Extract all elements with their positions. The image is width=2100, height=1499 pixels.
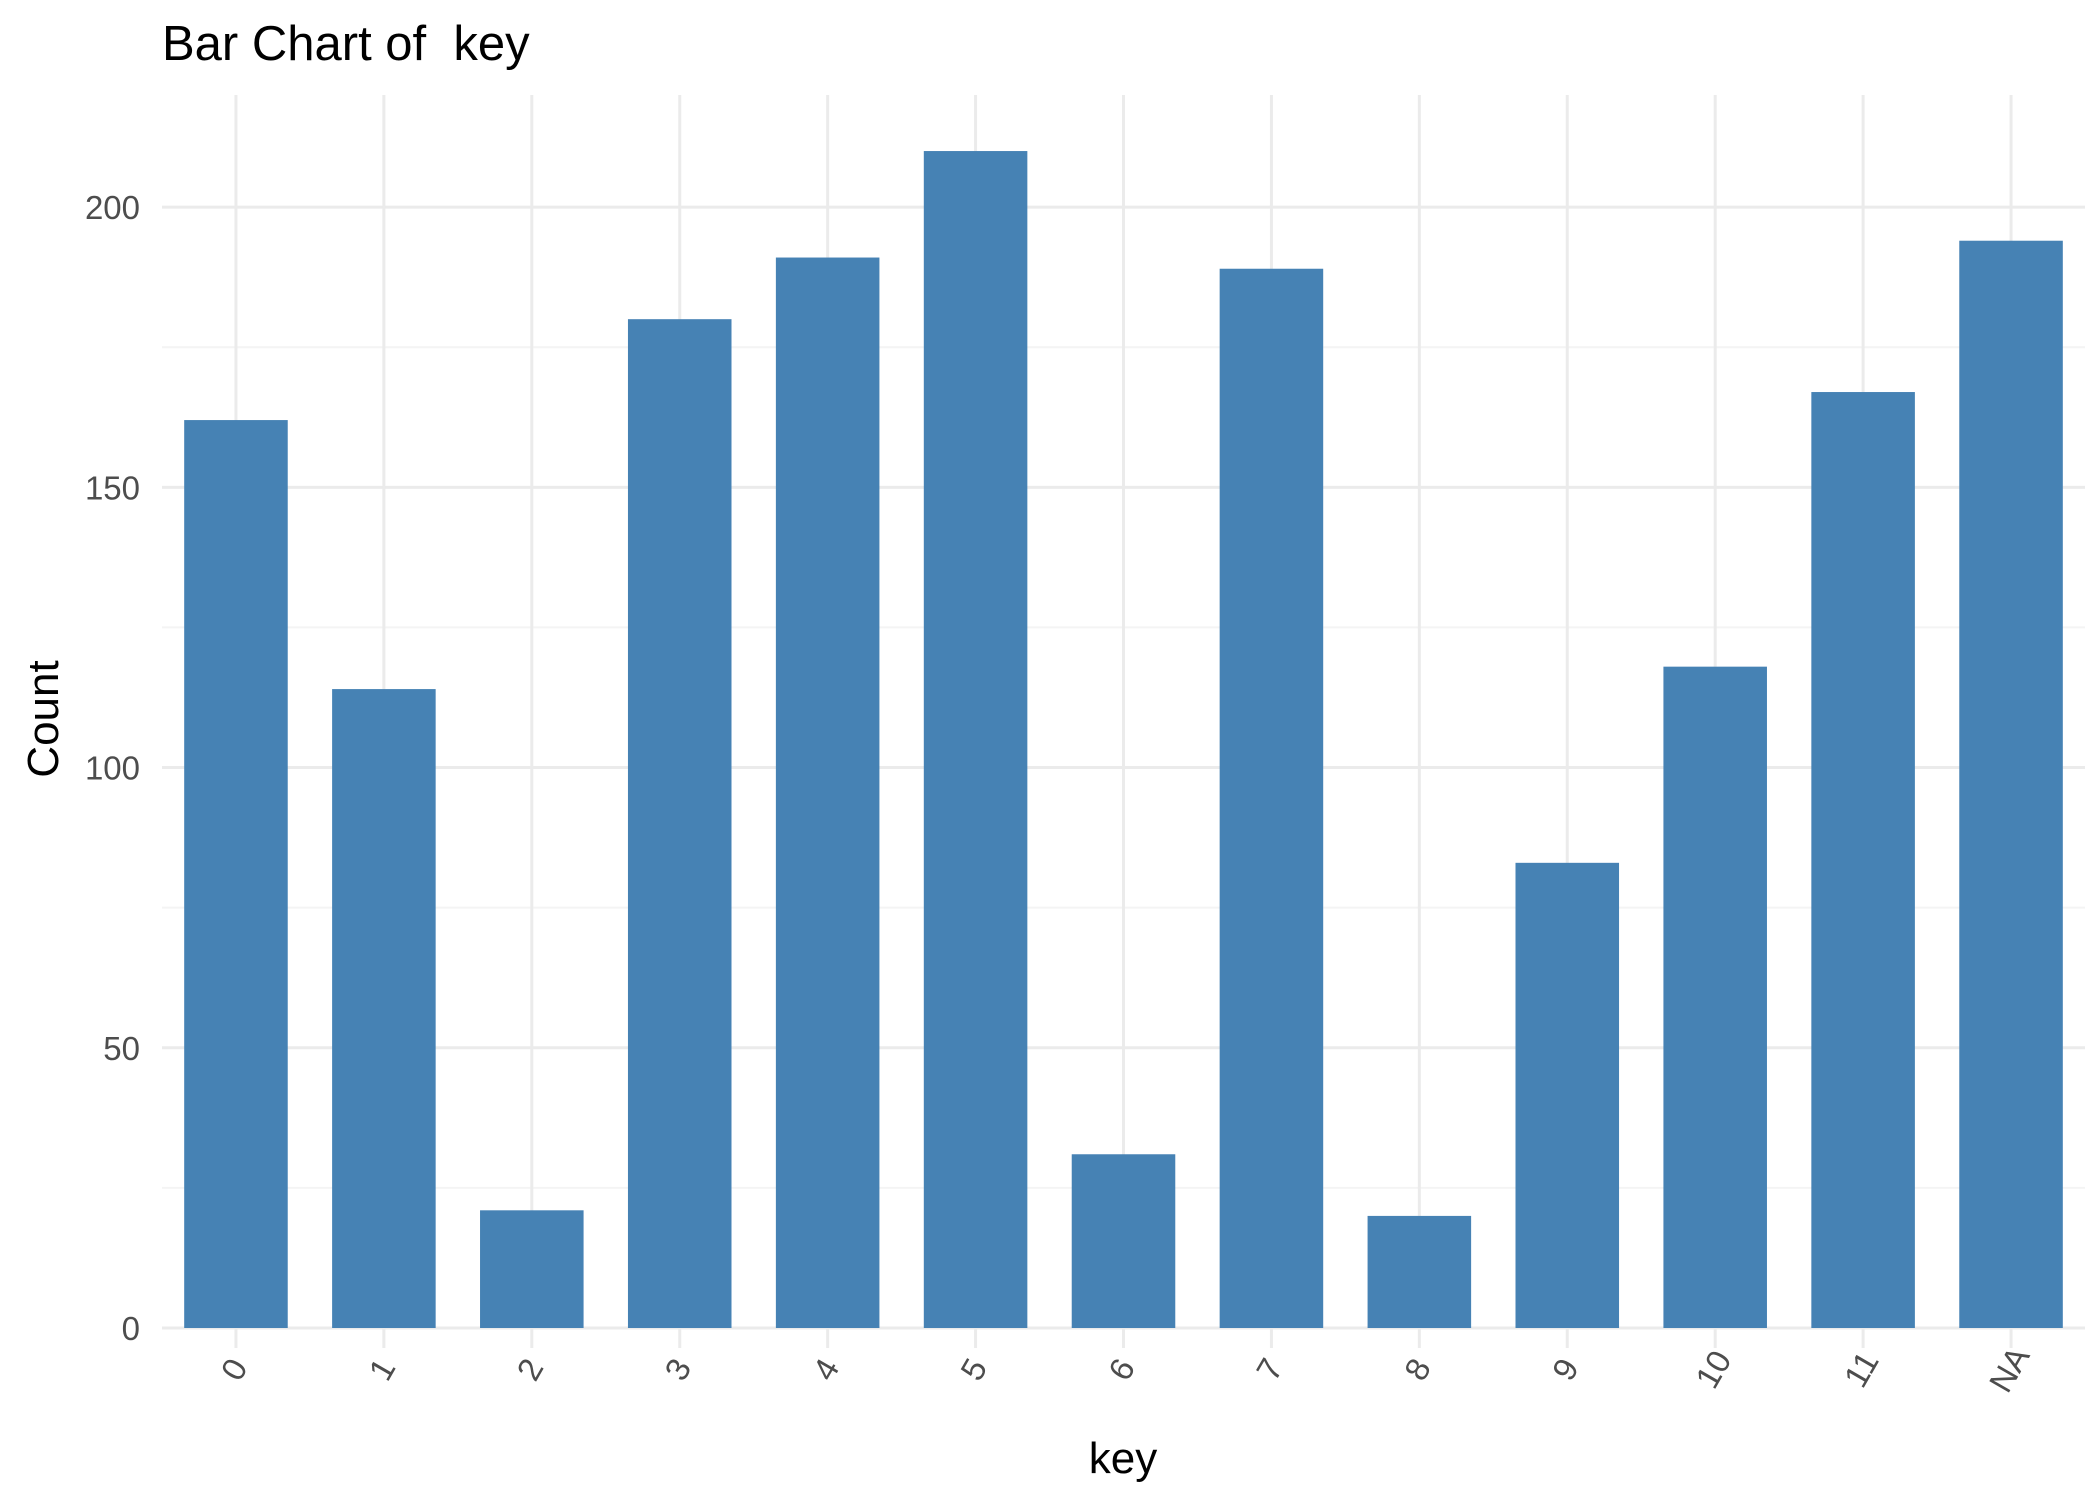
bar-na (1959, 240, 2063, 1329)
bar-1 (332, 689, 436, 1328)
x-tick-label: 1 (361, 1352, 402, 1386)
bar-10 (1663, 666, 1767, 1328)
bar-4 (775, 257, 880, 1328)
x-tick-label: 2 (509, 1352, 550, 1386)
x-tick-label: NA (1982, 1340, 2037, 1398)
y-tick-label: 100 (85, 750, 140, 787)
x-tick-label: 4 (805, 1352, 846, 1386)
bars (184, 151, 2063, 1329)
x-tick-label: 11 (1837, 1345, 1886, 1393)
y-tick-label: 50 (103, 1030, 140, 1067)
bar-3 (627, 319, 732, 1328)
bar-5 (923, 151, 1028, 1329)
x-tick-label: 5 (953, 1352, 994, 1386)
bar-8 (1367, 1215, 1472, 1328)
chart-title: Bar Chart of key (162, 17, 530, 71)
bar-7 (1219, 268, 1324, 1328)
y-axis-ticks: 0 50 100 150 200 (85, 189, 140, 1347)
y-tick-label: 0 (122, 1310, 140, 1347)
y-axis-title: Count (19, 660, 68, 777)
x-tick-label: 6 (1101, 1352, 1142, 1386)
x-tick-label: 10 (1688, 1344, 1738, 1394)
x-tick-label: 3 (657, 1352, 698, 1386)
x-tick-label: 8 (1397, 1352, 1438, 1386)
x-axis-title: key (1089, 1434, 1157, 1483)
x-tick-label: 9 (1545, 1352, 1586, 1386)
x-axis-ticks: 0 1 2 3 4 5 6 7 8 9 10 11 NA (213, 1340, 2036, 1398)
bar-6 (1071, 1154, 1176, 1328)
y-tick-label: 150 (85, 469, 140, 506)
y-tick-label: 200 (85, 189, 140, 226)
bar-11 (1811, 392, 1915, 1329)
x-tick-label: 0 (213, 1352, 254, 1386)
bar-0 (184, 420, 288, 1329)
x-tick-label: 7 (1249, 1352, 1290, 1386)
bar-2 (480, 1210, 584, 1328)
bar-9 (1515, 862, 1620, 1328)
